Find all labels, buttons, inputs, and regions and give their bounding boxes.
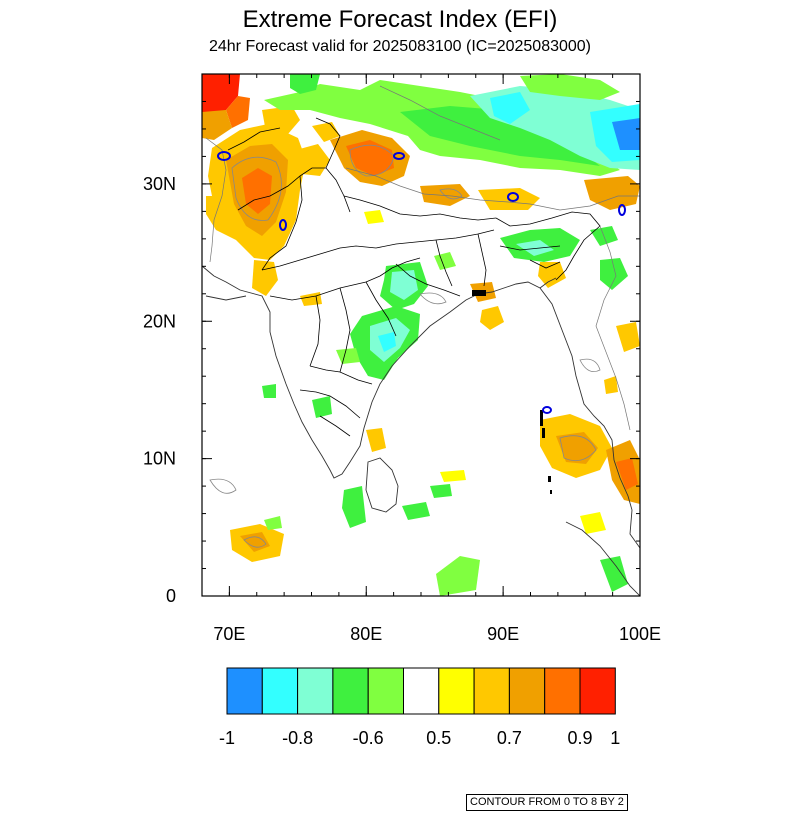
lat-tick-label: 20N <box>143 311 176 331</box>
colorbar-label: 0.9 <box>567 728 592 748</box>
lon-tick-label: 90E <box>487 624 519 644</box>
lat-tick-label: 0 <box>166 586 176 606</box>
colorbar-swatch <box>226 667 263 715</box>
colorbar-swatch <box>579 667 616 715</box>
state-borders <box>227 117 601 437</box>
colorbar-label: -1 <box>219 728 235 748</box>
lat-tick-label: 10N <box>143 449 176 469</box>
axis-ticks: 0 10N 20N 30N 70E 80E 90E 100E <box>143 74 661 644</box>
blue-contour-markers <box>217 151 626 414</box>
efi-contours <box>209 144 601 548</box>
lat-tick-label: 30N <box>143 174 176 194</box>
colorbar-swatch <box>403 667 440 715</box>
andaman-islands <box>472 290 552 494</box>
contour-footnote: CONTOUR FROM 0 TO 8 BY 2 <box>466 794 628 811</box>
map-plot-area <box>202 74 640 596</box>
colorbar: -1 -0.8 -0.6 0.5 0.7 0.9 1 <box>219 667 620 748</box>
colorbar-swatch <box>261 667 299 715</box>
coastline <box>202 265 640 596</box>
map-title: Extreme Forecast Index (EFI) <box>242 6 558 33</box>
colorbar-swatch <box>473 667 510 715</box>
lon-tick-label: 70E <box>213 624 245 644</box>
lon-tick-label: 80E <box>350 624 382 644</box>
map-subtitle: 24hr Forecast valid for 2025083100 (IC=2… <box>208 38 592 55</box>
country-borders <box>205 85 640 431</box>
colorbar-swatch <box>544 667 581 715</box>
colorbar-swatch <box>297 667 334 715</box>
colorbar-swatch <box>438 667 475 715</box>
colorbar-label: -0.6 <box>353 728 384 748</box>
colorbar-swatch <box>367 667 405 715</box>
colorbar-swatch <box>332 667 369 715</box>
lon-tick-label: 100E <box>619 624 661 644</box>
colorbar-label: -0.8 <box>282 728 313 748</box>
colorbar-label: 0.7 <box>497 728 522 748</box>
colorbar-swatch <box>508 667 546 715</box>
colorbar-label: 0.5 <box>426 728 451 748</box>
colorbar-label: 1 <box>610 728 620 748</box>
